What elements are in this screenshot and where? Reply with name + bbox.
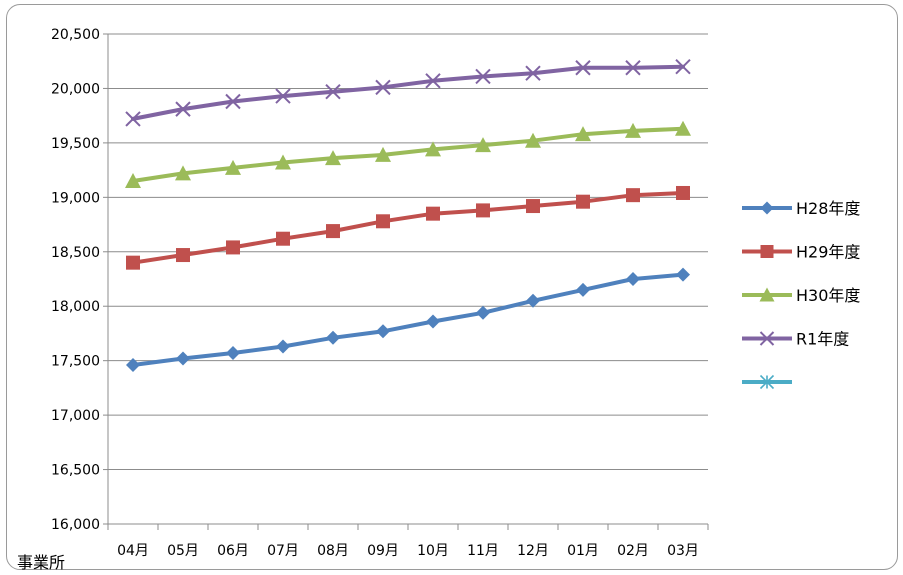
data-point-square [526,199,540,214]
data-point-square [176,248,190,263]
data-point-triangle [125,173,141,188]
x-tick-label: 08月 [317,543,349,559]
legend-label: H29年度 [796,243,860,262]
series-3 [125,120,691,188]
series-line [131,126,685,183]
data-point-diamond [760,201,774,215]
x-tick-label: 01月 [567,543,599,559]
data-point-square [676,185,690,200]
data-point-triangle [225,159,241,175]
data-point-diamond [576,282,590,297]
x-tick-label: 05月 [167,543,199,559]
y-axis-ticks: 16,000 16,500 17,000 17,500 18,000 18,500 19,0… [51,27,108,533]
data-point-square [760,245,774,258]
y-tick-label: 19,000 [51,190,100,206]
series-2 [126,185,690,270]
data-point-x [325,84,341,100]
data-point-diamond [376,324,390,339]
data-point-asterisk [759,374,775,390]
data-point-triangle [575,126,591,142]
y-tick-label: 16,500 [51,463,100,479]
data-point-diamond [176,351,190,366]
data-point-square [376,214,390,229]
data-point-square [576,194,590,209]
data-point-x [525,65,541,81]
chart-frame [6,4,898,570]
data-point-triangle [175,165,191,181]
data-point-triangle [325,150,341,166]
legend-item [742,374,792,390]
legend-item: R1年度 [742,330,849,349]
y-tick-label: 17,000 [51,408,100,424]
data-point-x [375,79,391,96]
series-4 [125,58,691,127]
x-tick-label: 07月 [267,543,299,559]
data-point-diamond [326,330,340,345]
x-tick-label: 06月 [217,543,249,559]
x-tick-label: 02月 [617,543,649,559]
data-point-diamond [626,272,640,286]
x-tick-label: 04月 [117,543,149,559]
series-line [131,272,685,367]
data-point-x [759,331,775,346]
data-point-diamond [276,339,290,354]
data-point-square [226,240,240,255]
data-point-square [276,231,290,246]
data-point-diamond [676,267,690,282]
series-line [131,191,685,265]
data-point-square [126,255,140,270]
data-point-diamond [426,314,440,329]
data-point-square [326,224,340,239]
y-tick-label: 20,000 [51,81,100,97]
data-point-x [225,93,241,110]
data-point-x [575,60,591,76]
data-point-triangle [625,122,641,138]
legend-item: H29年度 [742,243,860,262]
data-point-square [426,206,440,221]
x-tick-label: 10月 [417,543,449,559]
y-tick-label: 17,500 [51,354,100,370]
data-point-x [175,101,191,117]
legend-label: R1年度 [796,330,849,349]
data-point-square [476,203,490,218]
data-point-triangle [425,141,441,157]
data-point-diamond [476,305,490,320]
legend-item: H30年度 [742,286,860,305]
data-point-x [675,58,691,75]
data-point-triangle [759,287,775,302]
data-point-triangle [675,120,691,136]
y-tick-label: 20,500 [51,27,100,43]
data-point-triangle [375,146,391,162]
x-axis-title: 事業所 [17,553,65,572]
data-point-x [625,60,641,76]
series-line [131,64,685,121]
series-1 [126,267,690,373]
legend-label: H30年度 [796,286,860,305]
data-point-x [475,68,491,85]
data-point-triangle [275,154,291,170]
y-tick-label: 19,500 [51,136,100,152]
x-tick-label: 09月 [367,543,399,559]
y-tick-label: 18,000 [51,299,100,315]
data-point-x [425,73,441,89]
legend-item: H28年度 [742,199,860,218]
legend-label: H28年度 [796,199,860,218]
data-point-diamond [526,293,540,308]
y-tick-label: 18,500 [51,245,100,261]
data-point-x [125,111,141,127]
x-tick-label: 03月 [667,543,699,559]
data-point-diamond [226,346,240,361]
x-tick-label: 12月 [517,543,549,559]
x-tick-label: 11月 [467,543,499,559]
data-point-x [275,88,291,104]
legend: H28年度 H29年度 H30年度 R1年度 [742,199,860,390]
y-tick-label: 16,000 [51,517,100,533]
data-point-triangle [475,137,491,153]
data-point-square [626,188,640,203]
data-point-diamond [126,358,140,373]
data-point-triangle [525,132,541,148]
x-axis-ticks: 04月 05月 06月 07月 08月 09月 10月 11月 12月 01月 02月 03月 [107,524,709,559]
